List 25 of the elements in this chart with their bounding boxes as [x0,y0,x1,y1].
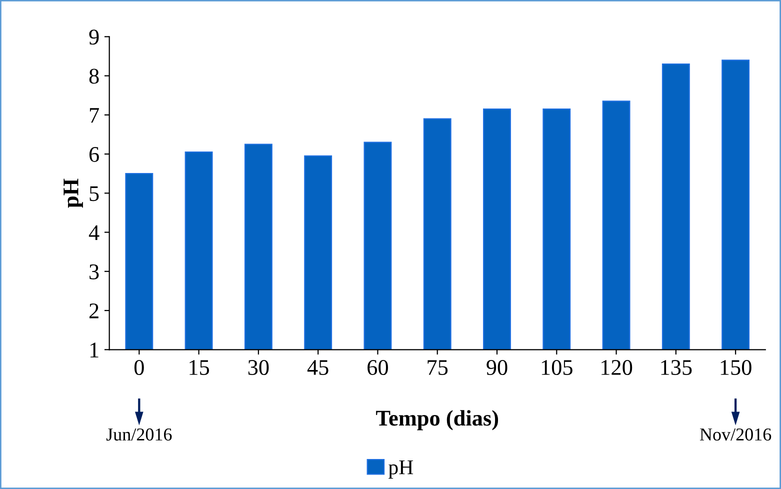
x-tick-label: 105 [542,360,572,375]
text: Nov/2016 [700,428,772,441]
y-tick-label: 1 [90,342,98,358]
y-tick-label: 5 [90,186,99,202]
y-tick-label: 2 [89,304,98,318]
y-tick-label: 7 [90,108,99,123]
y-tick-label: 3 [90,264,99,280]
y-tick-label: 8 [89,68,99,84]
y-axis-title: pH [64,178,83,208]
x-tick-label: 75 [428,360,448,375]
x-tick-label: 15 [190,360,210,375]
x-tick-label: 60 [368,360,388,375]
x-tick-label: 45 [307,360,328,375]
y-tick-label: 9 [89,30,99,45]
text: Jun/2016 [106,428,172,441]
x-tick-label: 120 [602,360,632,375]
x-tick-label: 150 [720,360,752,375]
x-axis-title: Tempo (dias) [376,410,498,430]
x-tick-label: 0 [134,360,144,375]
x-tick-label: 90 [486,360,508,375]
legend-label: pH [388,460,414,479]
y-tick-label: 4 [88,225,100,240]
x-tick-label: 30 [248,360,269,375]
x-tick-label: 135 [661,360,692,375]
y-tick-label: 6 [89,147,99,162]
